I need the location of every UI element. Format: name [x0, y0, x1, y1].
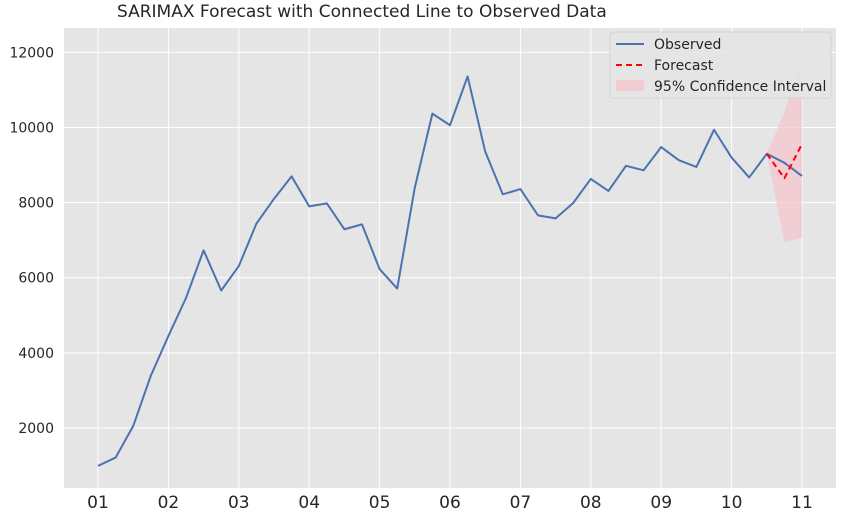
legend-ci-swatch [616, 80, 644, 91]
y-tick-label: 2000 [18, 421, 54, 437]
y-tick-label: 4000 [18, 346, 54, 362]
x-tick-label: 06 [439, 493, 461, 513]
x-tick-label: 07 [510, 493, 532, 513]
x-tick-label: 03 [228, 493, 250, 513]
x-tick-label: 09 [650, 493, 672, 513]
x-tick-label: 05 [369, 493, 391, 513]
x-tick-label: 11 [791, 493, 813, 513]
legend-ci-label: 95% Confidence Interval [654, 79, 826, 95]
x-axis-ticks: 01 02 03 04 05 06 07 08 09 10 11 [87, 493, 813, 513]
y-tick-label: 6000 [18, 271, 54, 287]
y-tick-label: 8000 [18, 196, 54, 212]
x-tick-label: 04 [298, 493, 320, 513]
x-tick-label: 01 [87, 493, 109, 513]
legend-observed-label: Observed [654, 37, 721, 53]
x-tick-label: 08 [580, 493, 602, 513]
y-tick-label: 12000 [9, 45, 54, 61]
x-tick-label: 02 [158, 493, 180, 513]
legend: Observed Forecast 95% Confidence Interva… [610, 32, 831, 98]
y-tick-label: 10000 [9, 121, 54, 137]
y-axis-ticks: 2000 4000 6000 8000 10000 12000 [9, 45, 54, 437]
chart-title: SARIMAX Forecast with Connected Line to … [117, 2, 607, 22]
x-tick-label: 10 [721, 493, 743, 513]
legend-forecast-label: Forecast [654, 58, 714, 74]
